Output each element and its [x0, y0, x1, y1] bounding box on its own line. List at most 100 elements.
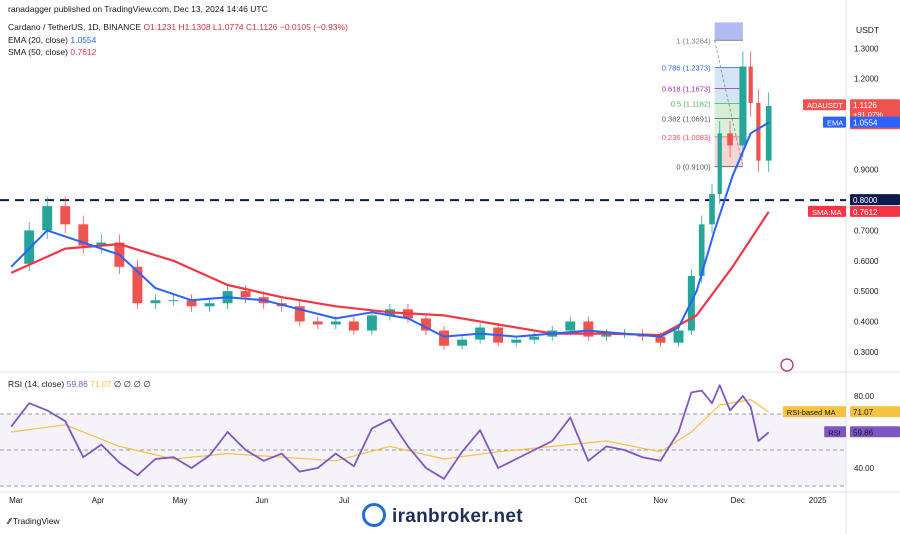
rsi-legend-extra: ∅ ∅ ∅ ∅	[113, 379, 151, 389]
tradingview-logo[interactable]: ⁄⁄ TradingView	[8, 516, 60, 526]
y-tick-label: 0.9000	[854, 166, 879, 175]
symbol-title: Cardano / TetherUS, 1D, BINANCE	[8, 22, 142, 32]
candle-body	[748, 66, 753, 103]
candle-body	[132, 266, 143, 304]
candle-body	[240, 291, 251, 298]
fib-zone	[714, 103, 743, 119]
candle-body	[439, 330, 449, 346]
series-tag	[803, 99, 846, 111]
price-tag-value: 1.0554	[853, 119, 878, 128]
x-tick-label: Dec	[731, 496, 745, 505]
tv-icon: ⁄⁄	[8, 516, 11, 526]
series-tag-label: ADAUSDT	[807, 101, 843, 110]
flash-icon	[780, 358, 794, 372]
rsi-series-tag-label: RSI	[828, 428, 841, 437]
candle-body	[601, 333, 612, 337]
published-line: ranadagger published on TradingView.com,…	[8, 4, 268, 14]
candle-body	[709, 194, 715, 225]
candle-body	[294, 306, 305, 322]
x-tick-label: Mar	[9, 496, 23, 505]
sma-legend[interactable]: SMA (50, close) 0.7612	[8, 47, 96, 57]
candle-body	[78, 224, 89, 246]
fib-level-label: 0.236 (1.0083)	[662, 133, 711, 142]
fib-level-label: 0 (0.9100)	[676, 163, 711, 172]
broker-logo-icon	[362, 503, 386, 527]
candle-body	[583, 321, 594, 337]
candle-body	[673, 330, 684, 343]
ema-legend-value: 1.0554	[70, 35, 97, 45]
candle-body	[348, 321, 359, 331]
fib-level-label: 0.618 (1.1673)	[662, 85, 711, 94]
x-tick-label: May	[172, 496, 187, 505]
rsi-price-tag	[850, 426, 900, 438]
candle-body	[698, 224, 705, 276]
candle-body	[24, 230, 35, 264]
ohlc-values: O1.1231 H1.1308 L1.0774 C1.1126 −0.0105 …	[143, 22, 348, 32]
x-tick-label: Nov	[653, 496, 667, 505]
rsi-line	[10, 384, 770, 480]
candle-body	[186, 300, 197, 307]
fib-highlight	[714, 22, 743, 41]
candle-body	[421, 318, 431, 331]
x-tick-label: Oct	[574, 496, 587, 505]
y-tick-label: 0.6000	[854, 257, 879, 266]
currency-label: USDT	[856, 25, 879, 35]
series-tag	[808, 205, 846, 217]
rsi-legend[interactable]: RSI (14, close) 59.86 71.07 ∅ ∅ ∅ ∅	[8, 379, 151, 390]
fib-level-label: 0.786 (1.2373)	[662, 63, 711, 72]
y-tick-label: 1.2000	[854, 75, 879, 84]
series-tag	[823, 116, 846, 128]
rsi-price-tag-value: 71.07	[853, 408, 874, 417]
x-tick-label: 2025	[809, 496, 827, 505]
fib-zone	[714, 67, 743, 89]
candle-body	[765, 106, 772, 161]
ema-legend[interactable]: EMA (20, close) 1.0554	[8, 35, 96, 45]
fib-trend-line	[714, 40, 744, 167]
rsi-tick-label: 80.00	[854, 392, 875, 401]
ema-line	[10, 121, 770, 338]
candle-body	[756, 102, 761, 161]
rsi-legend-value: 59.86	[66, 379, 88, 389]
series-tag-label: EMA	[827, 119, 843, 128]
rsi-tick-label: 40.00	[854, 464, 875, 473]
rsi-price-tag	[850, 406, 900, 418]
candle-body	[168, 300, 179, 302]
fib-level-label: 0.5 (1.1182)	[671, 100, 711, 109]
candle-body	[366, 315, 377, 331]
price-tag-value: 0.7612	[853, 208, 878, 217]
candle-body	[204, 303, 215, 307]
candle-body	[565, 321, 576, 331]
rsi-ma-legend-value: 71.07	[90, 379, 112, 389]
x-tick-label: Apr	[92, 496, 105, 505]
candle-body	[457, 339, 468, 346]
rsi-series-tag	[824, 426, 846, 438]
fib-level-label: 0.382 (1.0691)	[662, 114, 711, 123]
rsi-price-tag-value: 59.86	[853, 428, 874, 437]
sma-legend-value: 0.7612	[70, 47, 97, 57]
rsi-series-tag	[782, 406, 846, 418]
price-tag	[850, 205, 900, 217]
y-tick-label: 0.3000	[854, 348, 879, 357]
candle-body	[60, 206, 71, 225]
watermark: iranbroker.net	[362, 503, 523, 528]
x-tick-label: Jul	[339, 496, 349, 505]
series-tag-label: SMA:MA	[812, 208, 842, 217]
y-tick-label: 1.3000	[854, 44, 879, 53]
rsi-ma-line	[11, 399, 770, 462]
fib-level-label: 1 (1.3264)	[676, 36, 711, 45]
price-tag	[850, 116, 900, 128]
y-tick-label: 0.7000	[854, 226, 879, 235]
candle-body	[96, 242, 107, 246]
price-tag-change: +91.07%	[853, 110, 883, 119]
x-tick-label: Jun	[256, 496, 269, 505]
candle-body	[42, 206, 53, 231]
y-tick-label: 0.4000	[854, 317, 879, 326]
candle-body	[655, 336, 666, 343]
rsi-legend-label: RSI (14, close)	[8, 379, 65, 389]
rsi-series-tag-label: RSI-based MA	[787, 408, 836, 417]
candle-body	[330, 321, 341, 325]
price-tag	[850, 194, 900, 206]
sma-legend-label: SMA (50, close)	[8, 47, 68, 57]
symbol-legend[interactable]: Cardano / TetherUS, 1D, BINANCE O1.1231 …	[8, 22, 348, 32]
